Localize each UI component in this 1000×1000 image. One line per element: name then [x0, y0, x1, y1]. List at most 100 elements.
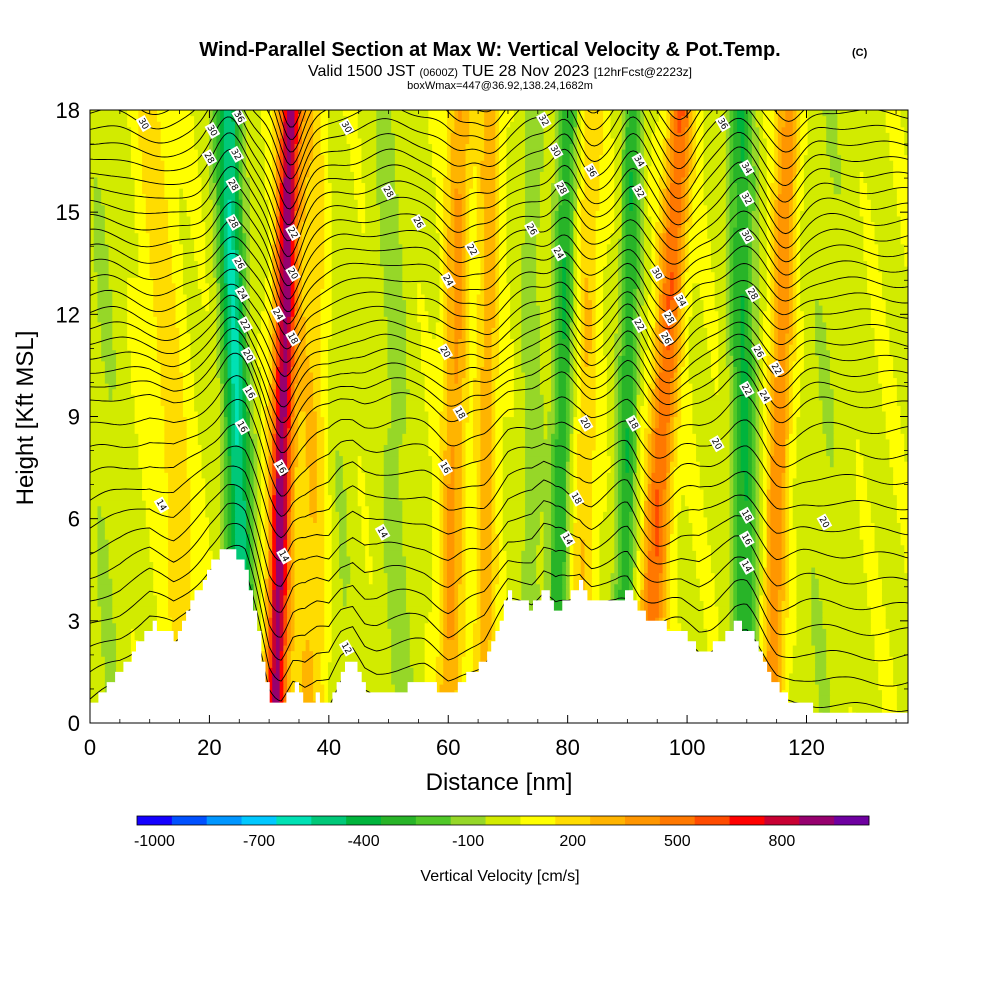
x-axis-label: Distance [nm] [426, 769, 573, 796]
y-tick-label: 15 [56, 200, 80, 225]
colorbar-swatch [381, 816, 417, 825]
valid-date: TUE 28 Nov 2023 [462, 63, 589, 80]
x-tick-label: 80 [555, 735, 579, 760]
theta-contour-23 [90, 201, 908, 300]
chart-title: Wind-Parallel Section at Max W: Vertical… [199, 39, 780, 61]
colorbar-tick-label: 500 [664, 833, 691, 850]
y-tick-label: 12 [56, 302, 80, 327]
x-tick-label: 0 [84, 735, 96, 760]
theta-contour-29 [90, 110, 908, 210]
theta-contour-5 [90, 502, 908, 613]
colorbar-swatch [346, 816, 382, 825]
colorbar-swatch [590, 816, 626, 825]
theta-contour-4 [90, 522, 908, 638]
valid-line: Valid 1500 JST (0600Z) TUE 28 Nov 2023 [… [308, 63, 692, 80]
contour-label-text: 22 [631, 318, 645, 333]
theta-contour-20 [90, 252, 908, 337]
y-tick-label: 0 [68, 711, 80, 736]
x-tick-label: 40 [317, 735, 341, 760]
theta-contour-26 [90, 148, 908, 257]
theta-contour-32 [140, 110, 805, 166]
colorbar-swatch [520, 816, 556, 825]
colorbar-swatch [241, 816, 277, 825]
contour-label: 32 [536, 111, 552, 129]
theta-contour-27 [90, 132, 908, 242]
contour-label: 22 [631, 316, 648, 334]
colorbar-swatch [276, 816, 312, 825]
theta-contour-17 [90, 294, 908, 377]
colorbar-swatch [799, 816, 835, 825]
colorbar-swatch [171, 816, 208, 825]
y-tick-label: 18 [56, 98, 80, 123]
valid-zulu: (0600Z) [419, 67, 458, 79]
colorbar-swatch [555, 816, 591, 825]
contour-label-text: 22 [237, 318, 251, 333]
theta-contour-14 [90, 327, 908, 423]
theta-contour-12 [90, 352, 908, 454]
colorbar-tick-label: -700 [243, 833, 275, 850]
theta-contour-21 [90, 236, 908, 325]
contour-label: 22 [769, 360, 785, 378]
contour-label: 22 [739, 380, 755, 398]
contour-label-text: 32 [631, 185, 645, 200]
contour-label-text: 32 [228, 147, 242, 162]
colorbar-swatch [694, 816, 730, 825]
colorbar-tick-label: -100 [452, 833, 484, 850]
contour-label: 12 [339, 639, 355, 657]
theta-contour-19 [90, 268, 908, 350]
theta-contour-13 [90, 340, 908, 439]
x-tick-label: 100 [669, 735, 706, 760]
contour-label: 22 [464, 241, 480, 259]
colorbar-frame [136, 815, 870, 826]
colorbar: -1000 -700 -400 -100 200 500 800 [134, 815, 870, 850]
x-tick-label: 20 [197, 735, 221, 760]
y-axis: 0 3 6 9 12 15 18 [56, 98, 908, 736]
theta-contour-15 [90, 316, 908, 408]
valid-time: Valid 1500 JST [308, 63, 416, 80]
theta-contour-25 [90, 166, 908, 272]
contour-label: 32 [631, 183, 648, 201]
contour-label-text: 22 [739, 382, 753, 397]
y-tick-label: 9 [68, 405, 80, 430]
contour-label: 32 [228, 145, 245, 163]
contour-label-text: 32 [536, 113, 550, 128]
colorbar-swatch [659, 816, 696, 825]
x-tick-label: 60 [436, 735, 460, 760]
colorbar-label: Vertical Velocity [cm/s] [420, 868, 579, 885]
terrain [90, 549, 908, 723]
copyright-mark: (C) [852, 47, 868, 59]
colorbar-tick-label: 200 [559, 833, 586, 850]
x-axis: 0 20 40 60 80 100 120 [84, 110, 897, 760]
colorbar-swatch [625, 816, 661, 825]
contour-label-text: 22 [769, 362, 783, 377]
theta-contour-8 [90, 445, 908, 539]
colorbar-swatch [834, 816, 870, 825]
colorbar-swatch [415, 816, 452, 825]
contour-label-text: 12 [339, 641, 353, 656]
box-info: boxWmax=447@36.92,138.24,1682m [407, 80, 593, 92]
colorbar-swatch [137, 816, 173, 825]
x-tick-label: 120 [788, 735, 825, 760]
colorbar-swatch [764, 816, 800, 825]
forecast-info: [12hrFcst@2223z] [594, 65, 692, 79]
theta-contour-16 [90, 305, 908, 392]
theta-contour-6 [90, 483, 908, 587]
theta-contour-22 [90, 218, 908, 313]
colorbar-swatch [206, 816, 242, 825]
colorbar-tick-label: 800 [769, 833, 796, 850]
theta-contour-31 [90, 110, 908, 180]
contour-label-text: 22 [285, 226, 299, 241]
colorbar-tick-label: -400 [348, 833, 380, 850]
theta-contour-9 [90, 423, 908, 517]
contour-label: 22 [285, 224, 301, 242]
theta-contour-28 [90, 116, 908, 226]
theta-contour-11 [90, 375, 908, 476]
y-tick-label: 3 [68, 609, 80, 634]
colorbar-swatch [450, 816, 486, 825]
contour-label-text: 22 [464, 243, 478, 258]
contour-label-text: 32 [739, 192, 753, 207]
contour-label: 32 [739, 189, 755, 208]
colorbar-tick-label: -1000 [134, 833, 175, 850]
